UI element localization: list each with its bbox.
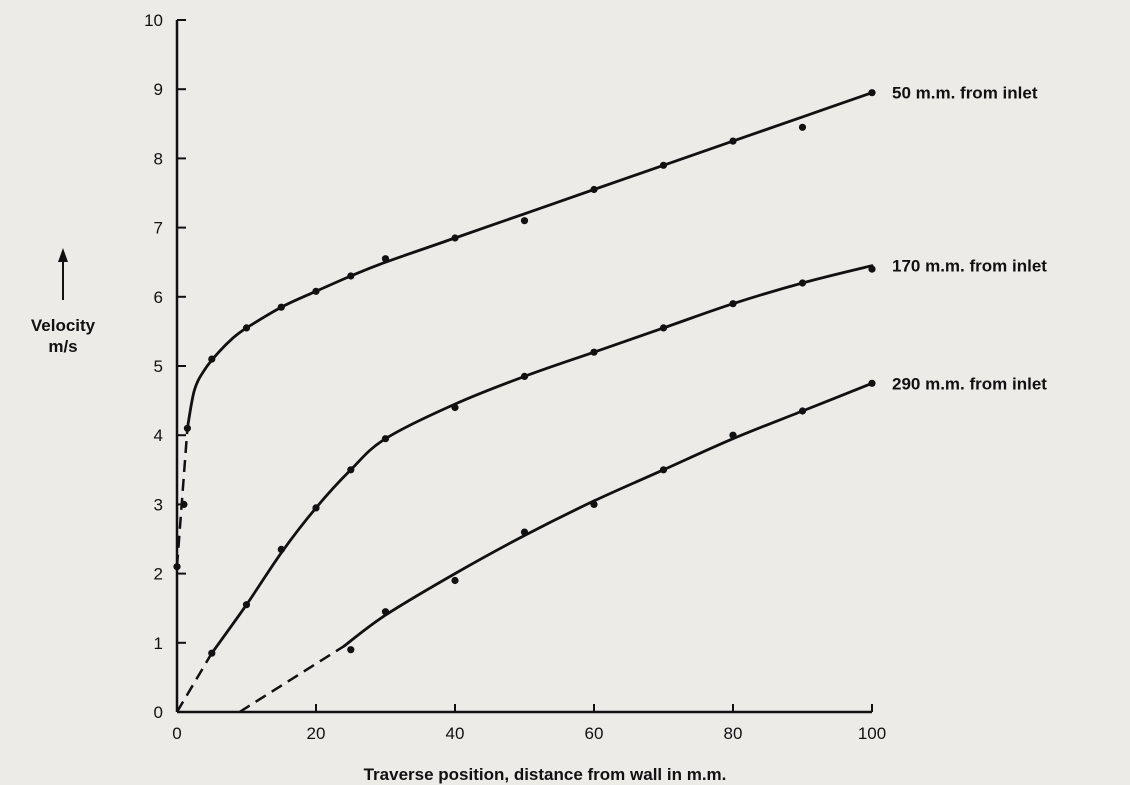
- data-point: [451, 403, 459, 412]
- data-point: [590, 500, 598, 508]
- x-tick-label: 100: [858, 724, 886, 743]
- series-line: [210, 264, 874, 655]
- series-3: 290 m.m. from inlet: [238, 374, 1047, 714]
- data-point: [659, 161, 668, 169]
- y-tick-label: 4: [154, 426, 163, 445]
- x-tick-label: 80: [724, 724, 743, 743]
- data-point: [520, 372, 529, 380]
- data-point: [451, 234, 459, 242]
- data-point: [590, 185, 598, 194]
- data-point: [347, 466, 355, 474]
- data-point: [520, 217, 529, 225]
- y-axis-label-line-1: Velocity: [31, 316, 96, 335]
- data-point: [242, 601, 251, 609]
- y-tick-label: 8: [154, 149, 163, 168]
- data-point: [277, 545, 285, 554]
- data-point: [798, 123, 807, 131]
- data-point: [180, 500, 188, 508]
- series-label: 290 m.m. from inlet: [892, 374, 1047, 393]
- data-point: [868, 89, 876, 97]
- data-point: [208, 649, 216, 657]
- series-2: 170 m.m. from inlet: [175, 257, 1047, 713]
- y-axis-label: Velocity m/s: [31, 248, 96, 356]
- data-point: [868, 265, 876, 273]
- data-point: [312, 504, 320, 512]
- data-point: [659, 324, 668, 332]
- y-axis-label-line-2: m/s: [48, 337, 77, 356]
- data-point: [173, 563, 181, 571]
- data-point: [381, 608, 390, 616]
- series-line: [186, 91, 874, 430]
- data-point: [347, 272, 355, 280]
- x-tick-label: 0: [172, 724, 181, 743]
- data-point: [868, 379, 876, 387]
- y-tick-label: 10: [144, 11, 163, 30]
- series-dashed-extension: [175, 428, 189, 567]
- data-point: [183, 424, 191, 432]
- data-point: [347, 646, 355, 654]
- x-tick-label: 60: [585, 724, 604, 743]
- data-point: [729, 137, 737, 145]
- x-tick-label: 20: [307, 724, 326, 743]
- data-point: [590, 348, 598, 356]
- data-point: [659, 466, 668, 474]
- series-label: 50 m.m. from inlet: [892, 84, 1038, 103]
- y-tick-label: 2: [154, 565, 163, 584]
- y-tick-label: 9: [154, 80, 163, 99]
- data-point: [520, 528, 529, 536]
- series-1: 50 m.m. from inlet: [173, 84, 1038, 571]
- series-dashed-extension: [175, 652, 213, 713]
- y-tick-label: 5: [154, 357, 163, 376]
- y-tick-label: 1: [154, 634, 163, 653]
- x-tick-label: 40: [446, 724, 465, 743]
- x-axis-label: Traverse position, distance from wall in…: [364, 765, 727, 784]
- data-point: [451, 576, 459, 585]
- y-tick-label: 3: [154, 495, 163, 514]
- data-point: [798, 279, 807, 287]
- data-point: [729, 300, 737, 308]
- data-point: [798, 407, 807, 415]
- y-axis-arrow-head: [58, 248, 68, 262]
- data-point: [381, 435, 390, 443]
- series-label: 170 m.m. from inlet: [892, 257, 1047, 276]
- data-point: [277, 303, 285, 311]
- series-line: [342, 381, 874, 648]
- data-point: [312, 287, 320, 295]
- series-dashed-extension: [238, 645, 345, 714]
- data-point: [208, 355, 216, 363]
- data-point: [729, 431, 737, 439]
- y-tick-label: 6: [154, 288, 163, 307]
- series-layer: 50 m.m. from inlet 170 m.m. from inlet 290…: [173, 84, 1047, 714]
- y-tick-label: 0: [154, 703, 163, 722]
- data-point: [242, 324, 251, 332]
- y-tick-label: 7: [154, 219, 163, 238]
- data-point: [381, 255, 390, 263]
